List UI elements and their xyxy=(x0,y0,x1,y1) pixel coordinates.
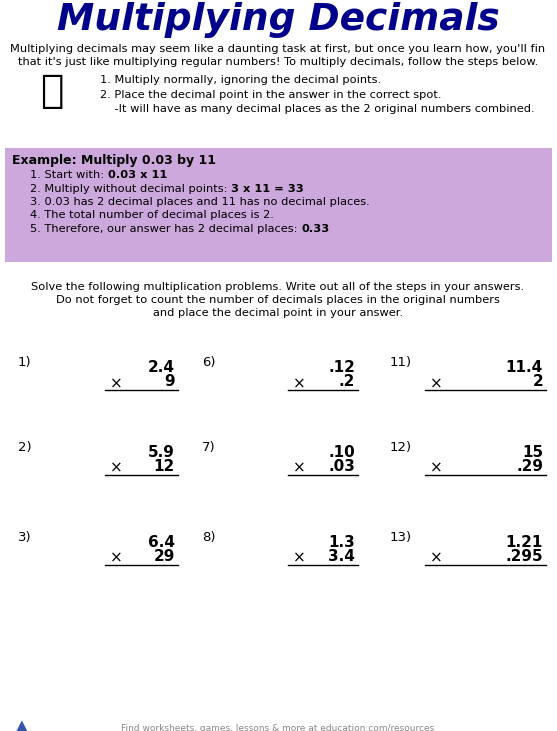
Text: 1. Start with:: 1. Start with: xyxy=(30,170,108,180)
Text: -It will have as many decimal places as the 2 original numbers combined.: -It will have as many decimal places as … xyxy=(100,104,535,114)
Text: Solve the following multiplication problems. Write out all of the steps in your : Solve the following multiplication probl… xyxy=(31,282,525,292)
Text: 4. The total number of decimal places is 2.: 4. The total number of decimal places is… xyxy=(30,211,274,221)
Text: that it's just like multiplying regular numbers! To multiply decimals, follow th: that it's just like multiplying regular … xyxy=(18,57,538,67)
Text: 12): 12) xyxy=(390,441,412,454)
Text: .10: .10 xyxy=(328,445,355,460)
Text: 2. Multiply without decimal points:: 2. Multiply without decimal points: xyxy=(30,183,231,194)
Text: 0.33: 0.33 xyxy=(301,224,329,234)
Text: 2.4: 2.4 xyxy=(148,360,175,375)
Text: 6.4: 6.4 xyxy=(148,535,175,550)
Text: 🐍: 🐍 xyxy=(40,72,63,110)
Text: 9: 9 xyxy=(164,374,175,389)
Text: 1): 1) xyxy=(18,356,32,369)
Text: ×: × xyxy=(293,461,306,476)
Text: 11.4: 11.4 xyxy=(506,360,543,375)
Text: Find worksheets, games, lessons & more at education.com/resources: Find worksheets, games, lessons & more a… xyxy=(121,724,434,731)
Text: 2. Place the decimal point in the answer in the correct spot.: 2. Place the decimal point in the answer… xyxy=(100,90,442,100)
Text: 7): 7) xyxy=(202,441,216,454)
Text: 13): 13) xyxy=(390,531,412,544)
Text: .12: .12 xyxy=(328,360,355,375)
Text: 1. Multiply normally, ignoring the decimal points.: 1. Multiply normally, ignoring the decim… xyxy=(100,75,381,85)
Text: 5. Therefore, our answer has 2 decimal places:: 5. Therefore, our answer has 2 decimal p… xyxy=(30,224,301,234)
Text: ×: × xyxy=(110,376,123,391)
Text: 29: 29 xyxy=(154,549,175,564)
Text: Do not forget to count the number of decimals places in the original numbers: Do not forget to count the number of dec… xyxy=(56,295,500,305)
Text: 0.03 x 11: 0.03 x 11 xyxy=(108,170,167,180)
Text: ×: × xyxy=(430,461,443,476)
Text: 3. 0.03 has 2 decimal places and 11 has no decimal places.: 3. 0.03 has 2 decimal places and 11 has … xyxy=(30,197,370,207)
Text: 2: 2 xyxy=(532,374,543,389)
Text: .295: .295 xyxy=(505,549,543,564)
Text: 8): 8) xyxy=(202,531,216,544)
Text: ▲: ▲ xyxy=(16,718,28,731)
Text: and place the decimal point in your answer.: and place the decimal point in your answ… xyxy=(153,308,403,318)
Text: .2: .2 xyxy=(339,374,355,389)
Text: 1.21: 1.21 xyxy=(506,535,543,550)
Text: ×: × xyxy=(293,551,306,566)
Text: ×: × xyxy=(110,461,123,476)
Text: ×: × xyxy=(293,376,306,391)
Text: ×: × xyxy=(430,376,443,391)
Text: Example: Multiply 0.03 by 11: Example: Multiply 0.03 by 11 xyxy=(12,154,216,167)
Text: 2): 2) xyxy=(18,441,32,454)
Text: 12: 12 xyxy=(154,459,175,474)
Text: ×: × xyxy=(430,551,443,566)
Text: Multiplying Decimals: Multiplying Decimals xyxy=(57,2,500,38)
Text: .29: .29 xyxy=(516,459,543,474)
Text: 3): 3) xyxy=(18,531,32,544)
Text: 6): 6) xyxy=(202,356,216,369)
Text: 3.4: 3.4 xyxy=(328,549,355,564)
Text: 15: 15 xyxy=(522,445,543,460)
Text: Multiplying decimals may seem like a daunting task at first, but once you learn : Multiplying decimals may seem like a dau… xyxy=(11,44,545,54)
Text: 1.3: 1.3 xyxy=(328,535,355,550)
Text: 11): 11) xyxy=(390,356,412,369)
Text: 3 x 11 = 33: 3 x 11 = 33 xyxy=(231,183,304,194)
Text: 5.9: 5.9 xyxy=(148,445,175,460)
Text: ×: × xyxy=(110,551,123,566)
FancyBboxPatch shape xyxy=(5,148,552,262)
Text: .03: .03 xyxy=(328,459,355,474)
